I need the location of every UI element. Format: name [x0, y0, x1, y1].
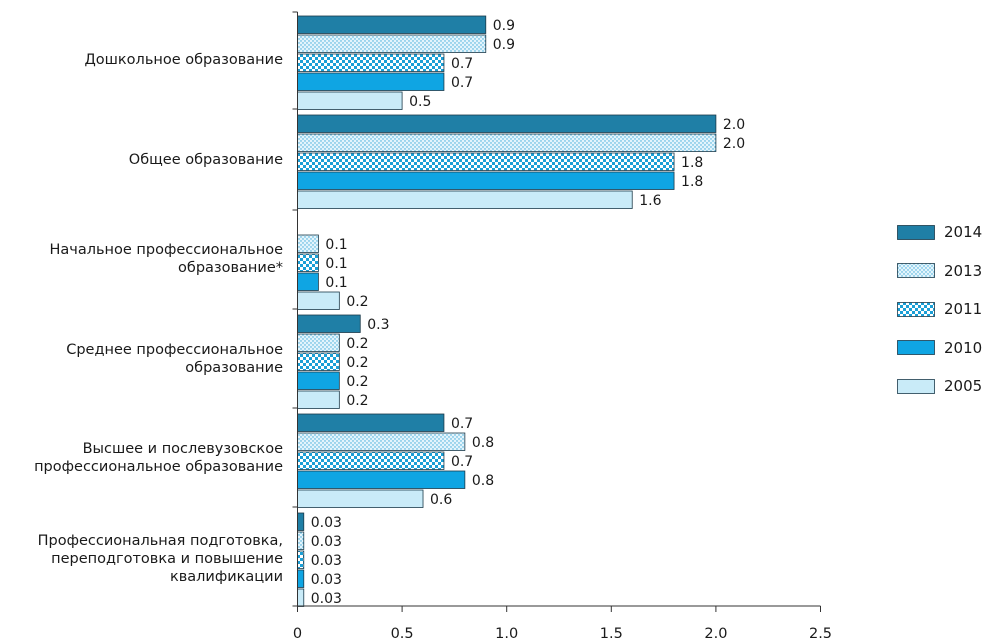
bar-2010-1 [297, 171, 675, 190]
data-label: 0.6 [430, 492, 452, 508]
legend-swatch [897, 340, 935, 355]
category-label: Высшее и послевузовское профессиональное … [34, 440, 283, 476]
legend-swatch [897, 301, 935, 317]
category-label-line: профессиональное образование [34, 459, 283, 475]
category-label: Дошкольное образование [84, 51, 283, 69]
data-label: 0.9 [493, 37, 515, 53]
category-label-line: Общее образование [128, 152, 283, 168]
data-label: 0.7 [451, 454, 473, 470]
data-label: 0.1 [325, 275, 347, 291]
legend: 2014 2013 2011 2010 2005 [897, 222, 982, 415]
bar-2011-2 [297, 253, 319, 272]
bar-2010-4 [297, 470, 466, 489]
legend-label: 2013 [944, 261, 983, 280]
data-label: 1.8 [681, 155, 703, 171]
bar-2005-3 [297, 390, 340, 409]
data-label: 0.8 [472, 473, 494, 489]
bar-2013-2 [297, 234, 319, 253]
data-label: 2.0 [723, 117, 745, 133]
x-tick-label: 2.5 [809, 626, 832, 642]
data-label: 0.9 [493, 18, 515, 34]
legend-swatch [897, 378, 935, 394]
x-tick-label: 1.0 [495, 626, 518, 642]
legend-item-2013: 2013 [897, 261, 982, 281]
bar-2013-0 [297, 34, 487, 53]
legend-label: 2014 [944, 223, 983, 241]
bar-2010-5 [297, 569, 305, 588]
bar-2011-5 [297, 550, 305, 569]
category-label-line: Профессиональная подготовка, [37, 533, 283, 549]
data-label: 0.2 [346, 336, 368, 352]
category-label-line: образование [185, 360, 283, 376]
data-label: 0.1 [325, 237, 347, 253]
bar-2011-4 [297, 451, 445, 470]
data-label: 0.03 [311, 553, 342, 569]
bar-2005-2 [297, 291, 340, 310]
bar-2010-3 [297, 371, 340, 390]
legend-item-2010: 2010 [897, 338, 982, 358]
bar-2014-5 [297, 512, 305, 531]
bar-2005-5 [297, 588, 305, 607]
data-label: 0.5 [409, 94, 431, 110]
category-label-line: Высшее и послевузовское [82, 441, 283, 457]
legend-item-2011: 2011 [897, 299, 982, 319]
bar-2014-0 [297, 15, 487, 34]
bar-2013-4 [297, 432, 466, 451]
data-label: 0.03 [311, 572, 342, 588]
bar-2005-1 [297, 190, 633, 209]
bar-2014-1 [297, 114, 717, 133]
data-label: 0.7 [451, 416, 473, 432]
data-label: 0.2 [346, 393, 368, 409]
category-label-line: Начальное профессиональное [49, 242, 283, 258]
bar-2005-4 [297, 489, 424, 508]
category-label-line: образование* [178, 260, 283, 276]
data-label: 0.2 [346, 355, 368, 371]
bar-2011-1 [297, 152, 675, 171]
bar-2014-3 [297, 314, 361, 333]
category-label-line: квалификации [169, 569, 283, 585]
legend-swatch [897, 263, 935, 278]
data-label: 0.2 [346, 294, 368, 310]
data-label: 0.7 [451, 75, 473, 91]
data-label: 0.03 [311, 591, 342, 607]
category-label: Профессиональная подготовка, переподготов… [38, 532, 283, 586]
bar-2013-5 [297, 531, 305, 550]
data-label: 0.1 [325, 256, 347, 272]
bar-2005-0 [297, 91, 403, 110]
category-label: Начальное профессиональное образование* [49, 241, 283, 277]
x-tick-label: 0.5 [391, 626, 414, 642]
legend-swatch [897, 224, 935, 240]
category-label: Общее образование [129, 151, 283, 169]
x-tick-label: 1.5 [600, 626, 623, 642]
data-label: 0.2 [346, 374, 368, 390]
bar-2013-3 [297, 333, 340, 352]
legend-label: 2011 [944, 300, 983, 318]
data-label: 2.0 [723, 136, 745, 152]
bar-2013-1 [297, 133, 717, 152]
category-label-line: Среднее профессиональное [66, 342, 283, 358]
legend-item-2005: 2005 [897, 376, 982, 396]
bar-2011-0 [297, 53, 445, 72]
data-label: 0.03 [311, 515, 342, 531]
bar-2014-4 [297, 413, 445, 432]
x-tick-label: 2.0 [704, 626, 727, 642]
data-label: 0.8 [472, 435, 494, 451]
data-label: 1.8 [681, 174, 703, 190]
legend-label: 2010 [944, 338, 983, 357]
bar-2010-0 [297, 72, 445, 91]
data-label: 0.03 [311, 534, 342, 550]
legend-label: 2005 [944, 377, 983, 395]
bar-2011-3 [297, 352, 340, 371]
legend-item-2014: 2014 [897, 222, 982, 242]
data-label: 0.7 [451, 56, 473, 72]
category-label: Среднее профессиональное образование [66, 341, 283, 377]
x-tick-label: 0 [293, 626, 302, 642]
category-label-line: переподготовка и повышение [51, 551, 283, 567]
category-label-line: Дошкольное образование [84, 52, 283, 68]
data-label: 0.3 [367, 317, 389, 333]
data-label: 1.6 [639, 193, 661, 209]
bar-2010-2 [297, 272, 319, 291]
